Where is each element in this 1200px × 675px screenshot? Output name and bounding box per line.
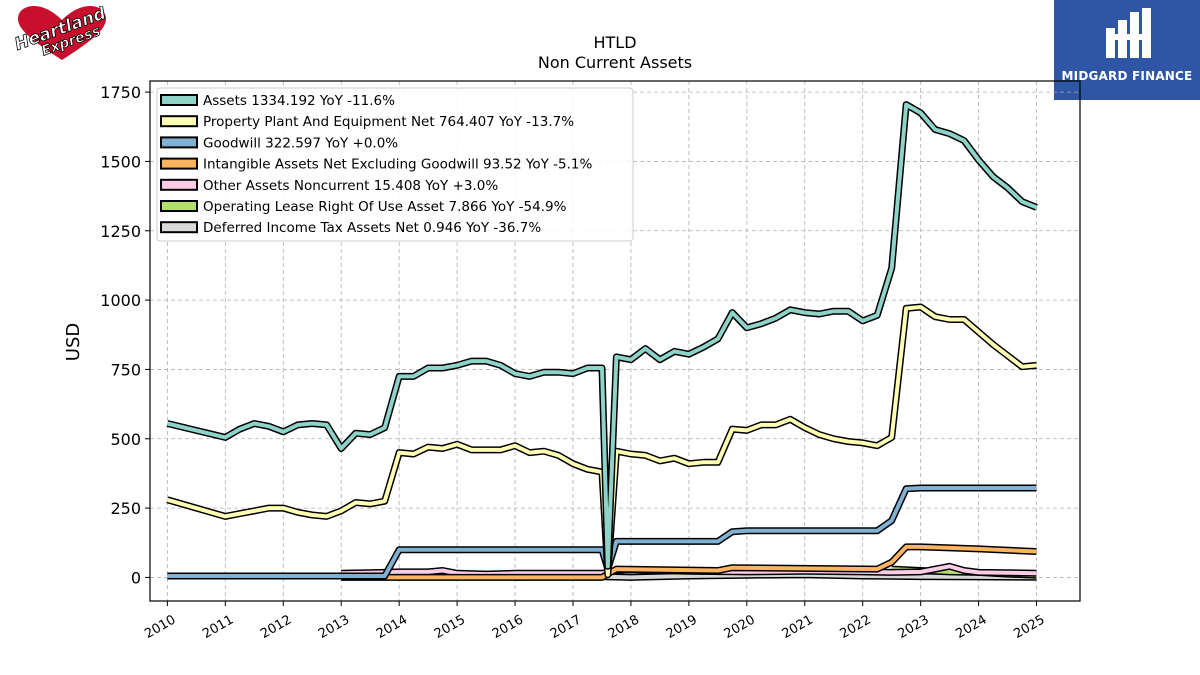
y-tick-label: 750 xyxy=(110,360,141,379)
y-tick-label: 1750 xyxy=(100,83,141,102)
x-tick-label: 2010 xyxy=(142,612,178,642)
legend-entry: Deferred Income Tax Assets Net 0.946 YoY… xyxy=(203,220,541,236)
series-line-goodwill xyxy=(167,486,1037,578)
x-tick-label: 2017 xyxy=(548,612,584,642)
y-axis-label: USD xyxy=(63,323,84,361)
legend-swatch xyxy=(160,136,198,149)
midgard-finance-name: MIDGARD FINANCE xyxy=(1061,69,1193,83)
x-tick-label: 2013 xyxy=(316,612,352,642)
x-tick-label: 2011 xyxy=(200,612,236,642)
series-lines xyxy=(166,101,1038,581)
legend-entry: Assets 1334.192 YoY -11.6% xyxy=(203,93,395,109)
legend-entry: Operating Lease Right Of Use Asset 7.866… xyxy=(203,199,567,215)
y-tick-label: 1000 xyxy=(100,291,141,310)
x-tick-label: 2014 xyxy=(374,612,410,642)
x-tick-label: 2024 xyxy=(953,612,989,642)
midgard-finance-logo: MIDGARD FINANCE xyxy=(1054,0,1200,100)
legend-swatch xyxy=(160,200,198,212)
x-tick-label: 2019 xyxy=(664,612,700,642)
x-tick-label: 2012 xyxy=(258,612,294,642)
series-line-property-plant-and-equipment-net xyxy=(166,305,1037,577)
y-tick-label: 250 xyxy=(110,499,141,518)
legend-swatch xyxy=(160,115,198,128)
legend-swatch xyxy=(160,94,198,106)
y-tick-label: 0 xyxy=(131,568,141,587)
series-line-assets xyxy=(166,102,1038,569)
legend-entry: Intangible Assets Net Excluding Goodwill… xyxy=(203,157,593,173)
x-tick-label: 2023 xyxy=(895,612,931,642)
chart-subtitle: Non Current Assets xyxy=(538,53,692,72)
legend-entry: Property Plant And Equipment Net 764.407… xyxy=(203,114,574,130)
x-tick-label: 2021 xyxy=(780,612,816,642)
plot-frame xyxy=(149,80,1081,602)
x-tick-label: 2016 xyxy=(490,612,526,642)
y-tick-label: 1500 xyxy=(100,152,141,171)
midgard-mark-icon xyxy=(1106,8,1151,58)
y-tick-label: 500 xyxy=(110,430,141,449)
x-axis-ticks: 2010 2011 2012 2013 2014 2015 2016 2017 2018 2019… xyxy=(142,601,1048,642)
x-tick-label: 2015 xyxy=(432,612,468,642)
x-tick-label: 2022 xyxy=(838,612,874,642)
y-tick-label: 1250 xyxy=(100,222,141,241)
x-tick-label: 2020 xyxy=(722,612,758,642)
legend-swatch xyxy=(160,178,198,191)
series-line-intangible-assets-net-excluding-goodwill xyxy=(341,544,1037,580)
legend-entry: Other Assets Noncurrent 15.408 YoY +3.0% xyxy=(203,178,498,194)
legend-entry: Goodwill 322.597 YoY +0.0% xyxy=(203,135,398,151)
x-tick-label: 2018 xyxy=(606,612,642,642)
legend-swatch xyxy=(160,221,198,234)
legend-box xyxy=(156,87,634,242)
chart-title: HTLD xyxy=(593,33,636,52)
legend-swatch xyxy=(160,157,198,170)
y-axis-ticks: 0 250 500 750 1000 1250 1500 1750 xyxy=(100,83,150,587)
legend: Assets 1334.192 YoY -11.6% Property Plant… xyxy=(156,87,634,242)
x-tick-label: 2025 xyxy=(1011,612,1047,642)
heartland-express-logo: Heartland Express xyxy=(4,3,120,64)
